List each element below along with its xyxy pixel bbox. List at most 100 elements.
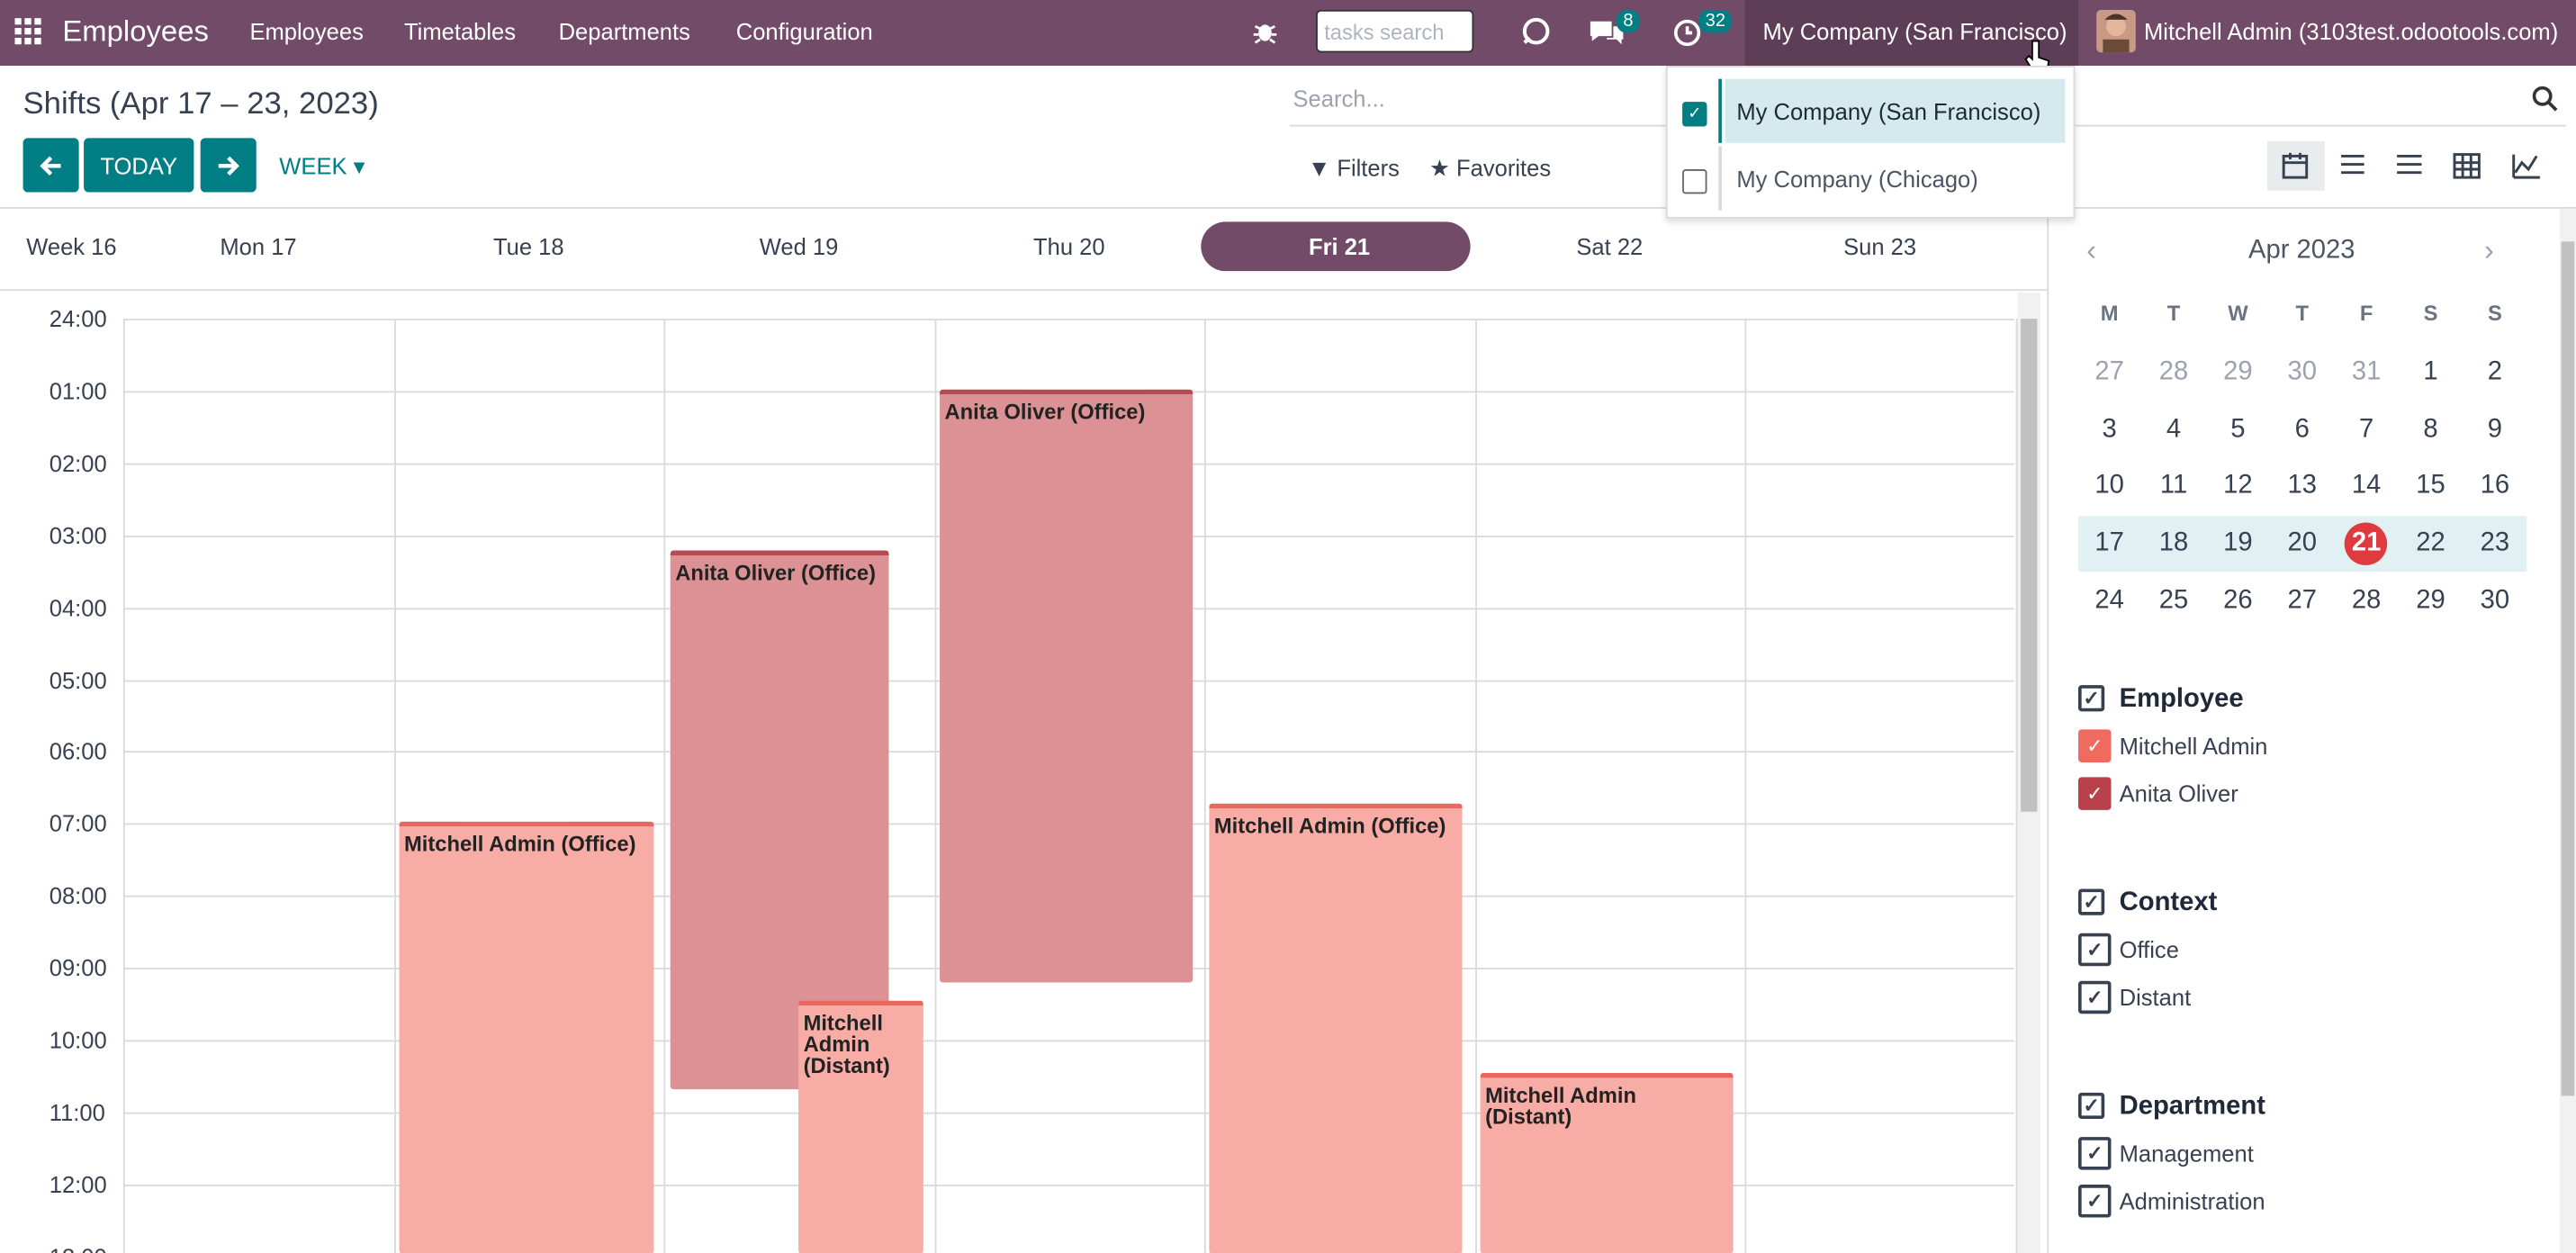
sidebar-scrollbar[interactable] (2559, 208, 2576, 1253)
day-cell[interactable]: 29 (2223, 357, 2253, 386)
day-cell[interactable]: 20 (2287, 528, 2318, 557)
day-cell[interactable]: 29 (2416, 586, 2445, 615)
day-column-line (1744, 319, 1747, 1253)
day-column-line (1203, 319, 1206, 1253)
menu-item[interactable]: Departments (558, 18, 690, 45)
day-cell[interactable]: 17 (2094, 528, 2124, 557)
company-item[interactable]: My Company (Chicago) (1736, 166, 1978, 193)
day-cell[interactable]: 7 (2359, 415, 2374, 444)
day-cell[interactable]: 6 (2294, 415, 2310, 444)
day-cell[interactable]: 23 (2480, 528, 2510, 557)
day-cell[interactable]: 30 (2480, 586, 2510, 615)
menu-item[interactable]: Configuration (735, 18, 873, 45)
day-cell[interactable]: 15 (2416, 472, 2445, 500)
shift-event[interactable]: Mitchell Admin (Distant) (1480, 1072, 1734, 1253)
day-cell[interactable]: 5 (2230, 415, 2246, 444)
filters-button[interactable]: ▼ Filters (1307, 154, 1400, 181)
day-cell[interactable]: 18 (2158, 528, 2189, 557)
weekday-label: W (2228, 301, 2248, 326)
apps-icon[interactable] (14, 18, 42, 46)
filter-checkbox[interactable]: ✓ (2078, 729, 2112, 762)
filter-checkbox[interactable]: ✓ (2078, 979, 2112, 1014)
weekday-label: T (2166, 301, 2181, 326)
header-divider (0, 289, 2048, 292)
prev-button[interactable] (23, 138, 79, 193)
day-cell[interactable]: 1 (2423, 357, 2438, 386)
calendar-view-active[interactable] (2266, 140, 2325, 191)
filter-item-label: Management (2119, 1140, 2254, 1167)
filter-checkbox[interactable]: ✓ (2078, 933, 2112, 967)
day-cell[interactable]: 14 (2351, 472, 2382, 500)
day-header: Sun 23 (1843, 233, 1917, 260)
tasks-search[interactable]: tasks search (1316, 9, 1474, 53)
shift-event[interactable]: Mitchell Admin (Office) (399, 821, 654, 1253)
shift-event[interactable]: Anita Oliver (Office) (670, 550, 889, 1090)
next-button[interactable] (200, 138, 257, 193)
day-cell[interactable]: 10 (2094, 472, 2124, 500)
day-cell[interactable]: 3 (2102, 415, 2117, 444)
day-cell[interactable]: 27 (2287, 586, 2318, 615)
menu-item[interactable]: Employees (249, 18, 364, 45)
day-cell[interactable]: 21 (2351, 528, 2382, 557)
day-cell[interactable]: 9 (2487, 415, 2503, 444)
shift-event[interactable]: Mitchell Admin (Office) (1209, 803, 1463, 1253)
hour-line (122, 1040, 2014, 1042)
today-button[interactable]: TODAY (84, 138, 194, 193)
next-month[interactable]: › (2483, 233, 2494, 266)
activities-icon[interactable] (1672, 18, 1702, 48)
filter-section-checkbox[interactable]: ✓ (2078, 685, 2105, 712)
company-item[interactable]: My Company (San Francisco) (1736, 98, 2041, 125)
day-cell[interactable]: 22 (2416, 528, 2445, 557)
hour-label: 09:00 (49, 954, 107, 981)
user-menu[interactable]: Mitchell Admin (3103test.odootools.com) (2144, 18, 2559, 45)
hour-label: 04:00 (49, 594, 107, 621)
day-cell[interactable]: 25 (2158, 586, 2189, 615)
day-cell[interactable]: 8 (2423, 415, 2438, 444)
day-cell[interactable]: 4 (2166, 415, 2182, 444)
day-cell[interactable]: 11 (2159, 472, 2188, 500)
messages-badge: 8 (1617, 9, 1640, 33)
company-checkbox[interactable] (1682, 169, 1707, 194)
filter-item-label: Anita Oliver (2119, 780, 2238, 807)
day-column-line (393, 319, 395, 1253)
day-cell[interactable]: 12 (2223, 472, 2253, 500)
search-icon[interactable] (2532, 86, 2558, 112)
current-week-highlight (2078, 516, 2527, 572)
filter-checkbox[interactable]: ✓ (2078, 1137, 2112, 1170)
avatar[interactable] (2096, 9, 2136, 53)
day-header: Fri 21 (1308, 233, 1371, 260)
day-cell[interactable]: 28 (2351, 586, 2382, 615)
day-cell[interactable]: 30 (2287, 357, 2318, 386)
menu-item[interactable]: Timetables (404, 18, 517, 45)
day-cell[interactable]: 2 (2487, 357, 2503, 386)
filter-checkbox[interactable]: ✓ (2078, 1184, 2112, 1217)
shift-event[interactable]: Mitchell Admin (Distant) (798, 1000, 923, 1253)
day-cell[interactable]: 13 (2287, 472, 2318, 500)
day-cell[interactable]: 24 (2094, 586, 2124, 615)
debug-icon[interactable] (1252, 18, 1278, 44)
day-cell[interactable]: 19 (2223, 528, 2253, 557)
day-cell[interactable]: 16 (2480, 472, 2510, 500)
filter-section-checkbox[interactable]: ✓ (2078, 888, 2105, 915)
today-circle (2345, 522, 2388, 566)
favorites-button[interactable]: ★ Favorites (1429, 154, 1552, 181)
prev-month[interactable]: ‹ (2086, 233, 2097, 266)
week-number: Week 16 (26, 233, 117, 260)
day-cell[interactable]: 27 (2094, 357, 2124, 386)
company-switcher[interactable]: My Company (San Francisco) (1762, 18, 2067, 45)
app-name[interactable]: Employees (62, 14, 209, 48)
scrollbar[interactable] (2017, 292, 2041, 1253)
hour-label: 07:00 (49, 810, 107, 837)
day-cell[interactable]: 26 (2223, 586, 2253, 615)
shift-event[interactable]: Anita Oliver (Office) (940, 389, 1193, 983)
filter-checkbox[interactable]: ✓ (2078, 776, 2112, 809)
day-cell[interactable]: 31 (2351, 357, 2382, 386)
scale-label: WEEK (279, 152, 347, 179)
discuss-icon[interactable] (1519, 14, 1553, 48)
filter-section-checkbox[interactable]: ✓ (2078, 1092, 2105, 1120)
scale-dropdown[interactable]: WEEK ▾ (279, 152, 365, 179)
messages-icon[interactable] (1589, 18, 1625, 48)
day-cell[interactable]: 28 (2158, 357, 2189, 386)
company-checkbox[interactable]: ✓ (1682, 102, 1707, 127)
